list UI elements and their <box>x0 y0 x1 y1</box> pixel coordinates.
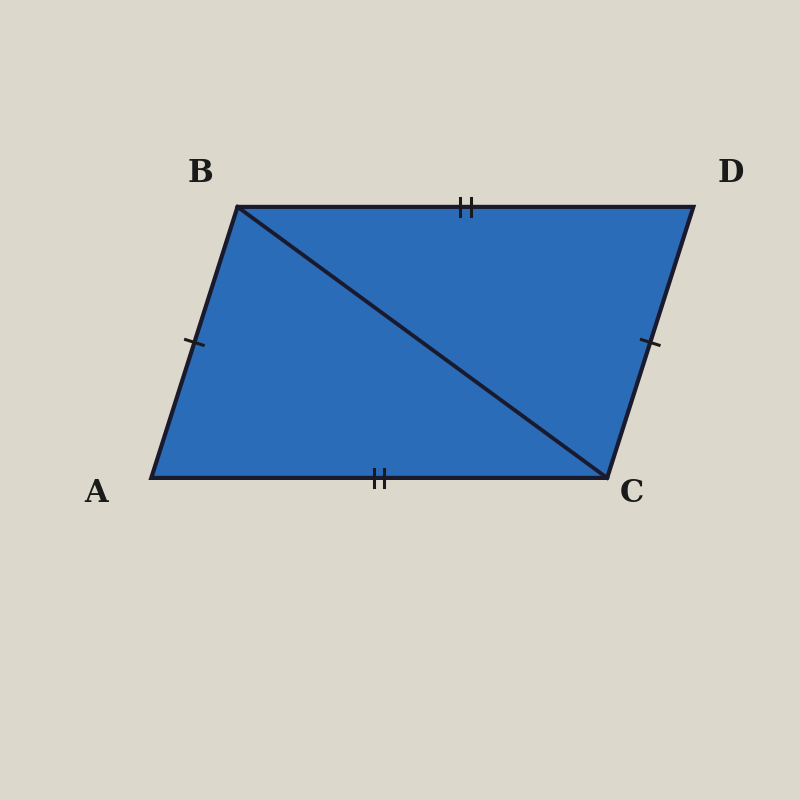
Polygon shape <box>151 207 694 478</box>
Text: D: D <box>717 158 743 189</box>
Text: A: A <box>84 478 108 509</box>
Text: B: B <box>188 158 214 189</box>
Text: C: C <box>620 478 644 509</box>
